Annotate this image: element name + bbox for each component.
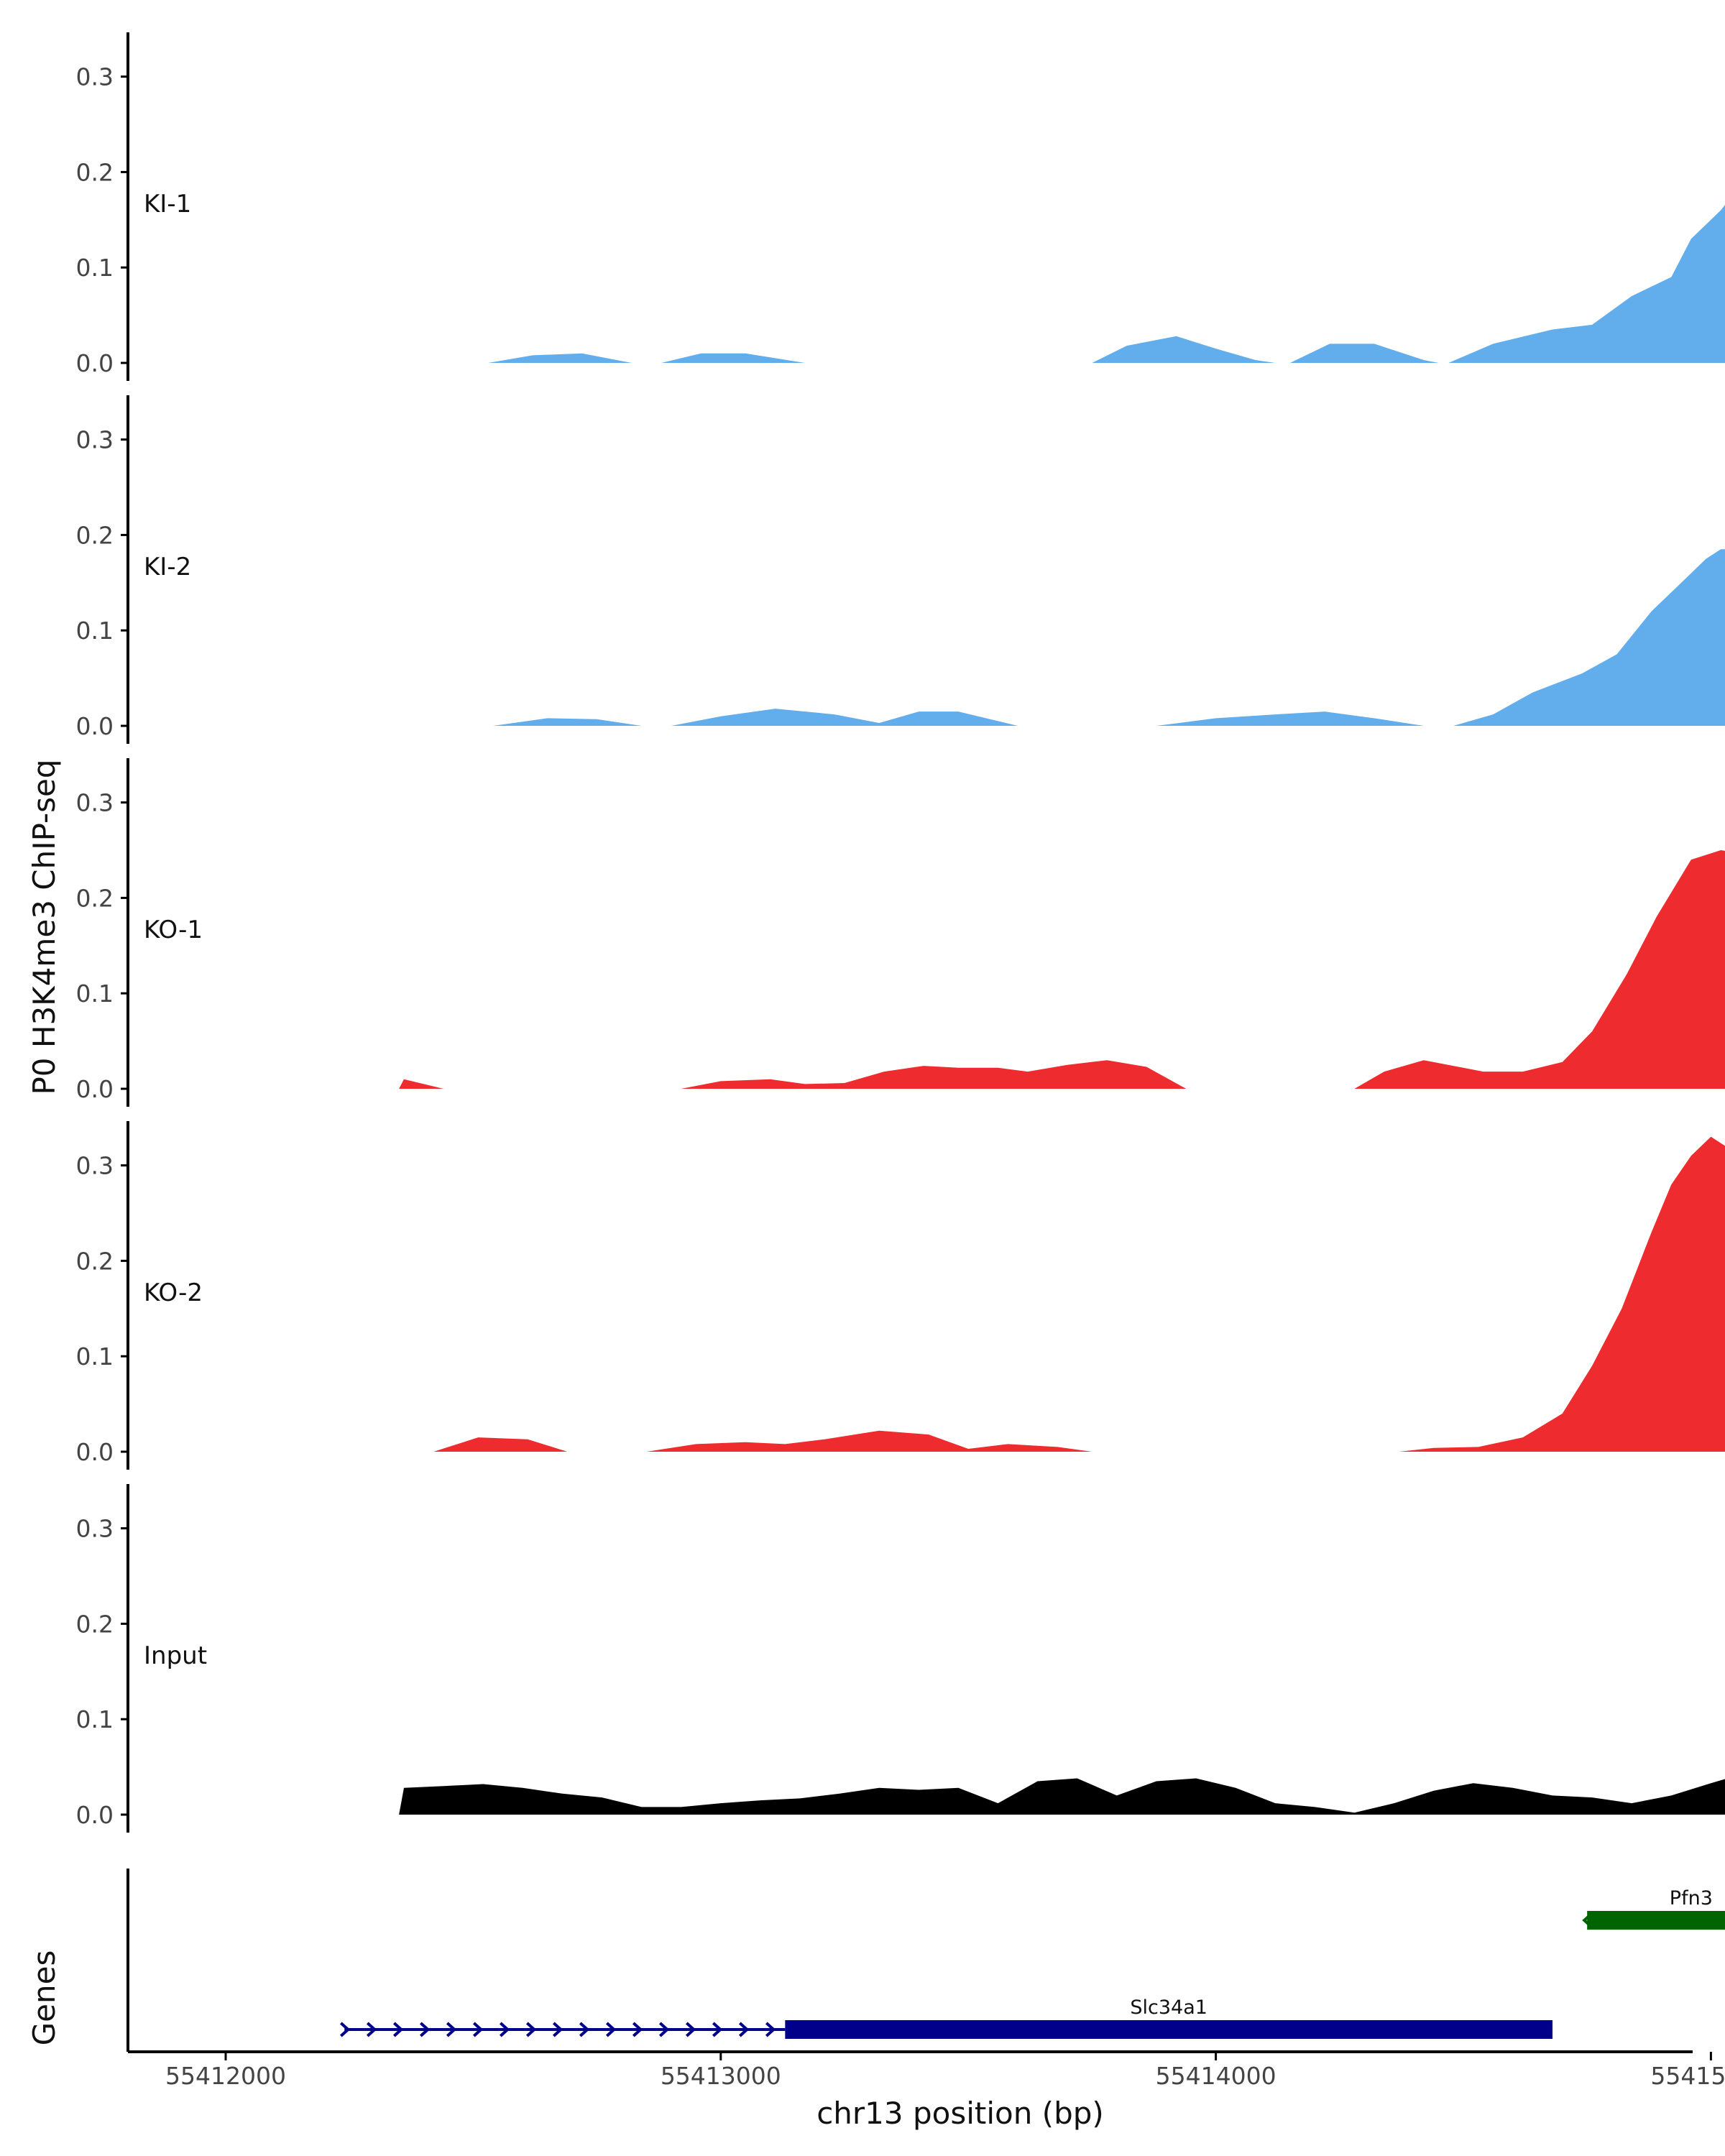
gene-pfn3: Pfn3 (1582, 1887, 1725, 1930)
strand-arrow (605, 2022, 617, 2037)
gene-track: Pfn3 Slc34a1 (126, 1869, 1725, 2052)
gene-slc34a1: Slc34a1 (339, 1996, 1552, 2039)
y-tick-label: 0.1 (76, 617, 114, 645)
strand-arrow (552, 2022, 564, 2037)
strand-arrow (446, 2022, 457, 2037)
strand-arrow (712, 2022, 723, 2037)
track-label: Input (144, 1641, 207, 1670)
y-tick-label: 0.3 (76, 789, 114, 817)
y-tick-label: 0.3 (76, 63, 114, 91)
x-tick-label: 55414000 (1156, 2062, 1276, 2090)
strand-arrow (765, 2022, 776, 2037)
gene-name-label: Pfn3 (1670, 1887, 1713, 1909)
x-tick-label: 55413000 (661, 2062, 781, 2090)
coverage-area-ki-1 (488, 205, 1725, 363)
y-tick-label: 0.3 (76, 1515, 114, 1543)
y-tick-label: 0.1 (76, 980, 114, 1008)
track-label: KO-2 (144, 1279, 203, 1307)
strand-arrow (658, 2022, 670, 2037)
strand-arrow (579, 2022, 590, 2037)
y-tick-label: 0.2 (76, 158, 114, 186)
exon-block (1587, 1911, 1725, 1930)
track-label: KI-1 (144, 190, 191, 218)
track-ko-1: 0.0 0.1 0.2 0.3 KO-1 (76, 758, 1725, 1107)
y-tick-label: 0.0 (76, 349, 114, 377)
strand-arrow (339, 2022, 351, 2037)
y-tick-label: 0.1 (76, 254, 114, 282)
strand-arrow (525, 2022, 537, 2037)
y-tick-label: 0.3 (76, 426, 114, 454)
y-tick-label: 0.0 (76, 712, 114, 740)
track-ki-2: 0.0 0.1 0.2 0.3 KI-2 (76, 395, 1725, 744)
strand-arrow (419, 2022, 431, 2037)
coverage-area-ko-2 (433, 1136, 1725, 1452)
y-tick-label: 0.0 (76, 1801, 114, 1829)
x-tick-label: 55412000 (165, 2062, 286, 2090)
strand-arrow (685, 2022, 696, 2037)
y-tick-label: 0.3 (76, 1152, 114, 1180)
track-ki-1: 0.0 0.1 0.2 0.3 KI-1 (76, 32, 1725, 381)
strand-arrow (472, 2022, 484, 2037)
y-tick-label: 0.2 (76, 521, 114, 549)
exon-block (785, 2020, 1552, 2039)
x-tick-label: 55415000 (1650, 2062, 1725, 2090)
y-tick-label: 0.2 (76, 884, 114, 912)
y-tick-label: 0.2 (76, 1247, 114, 1275)
coverage-tracks: 0.00.10.20.3KI-10.00.10.20.3KI-20.00.10.… (76, 32, 1725, 1833)
y-tick-label: 0.0 (76, 1075, 114, 1103)
coverage-area-ki-2 (493, 549, 1725, 726)
y-tick-label: 0.1 (76, 1342, 114, 1370)
strand-arrow (738, 2022, 750, 2037)
track-label: KO-1 (144, 916, 203, 944)
strand-arrow (499, 2022, 510, 2037)
coverage-area-ko-1 (399, 850, 1725, 1089)
strand-arrow (366, 2022, 377, 2037)
x-axis-title: chr13 position (bp) (816, 2096, 1104, 2131)
y-tick-label: 0.2 (76, 1610, 114, 1638)
y-tick-label: 0.0 (76, 1438, 114, 1466)
track-input: 0.0 0.1 0.2 0.3 Input (76, 1484, 1725, 1833)
track-ko-2: 0.0 0.1 0.2 0.3 KO-2 (76, 1121, 1725, 1470)
genes-axis-title: Genes (27, 1950, 62, 2046)
y-tick-label: 0.1 (76, 1705, 114, 1733)
strand-arrow (632, 2022, 643, 2037)
track-label: KI-2 (144, 553, 191, 581)
gene-name-label: Slc34a1 (1130, 1996, 1208, 2019)
y-axis-title: P0 H3K4me3 ChIP-seq (27, 759, 62, 1095)
x-axis: 5541200055413000554140005541500055416000… (128, 2050, 1725, 2090)
coverage-area-input (399, 1778, 1725, 1815)
strand-arrow (392, 2022, 404, 2037)
